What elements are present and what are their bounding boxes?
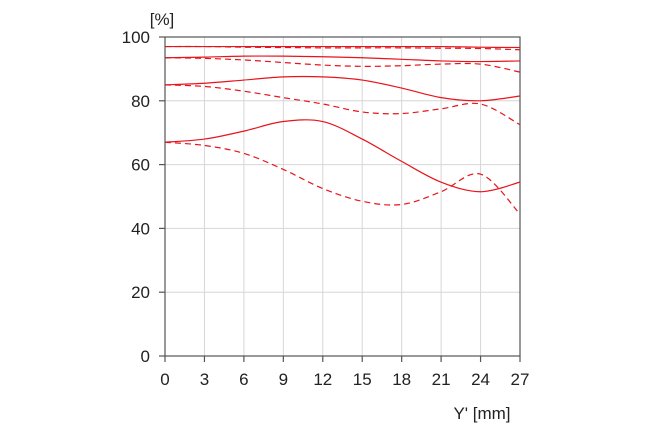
x-tick-label: 3 [200,370,209,389]
solid-series-line-7 [164,119,521,193]
y-tick-label: 60 [131,156,150,175]
y-axis-label: [%] [150,10,175,29]
dashed-series-line-4 [164,57,521,73]
y-tick-label: 40 [131,219,150,238]
dashed-series-line-6 [164,84,521,126]
grid [165,37,520,356]
y-tick-label: 20 [131,283,150,302]
x-tick-label: 21 [432,370,451,389]
dashed-series-line-2 [164,45,521,51]
x-axis-label: Y' [mm] [453,404,510,423]
x-tick-label: 24 [471,370,490,389]
x-tick-labels: 0 3 6 9 12 15 18 21 24 27 [160,370,529,389]
x-tick-label: 27 [511,370,530,389]
dashed-series-line-8 [164,141,521,215]
x-tick-label: 9 [279,370,288,389]
x-tick-label: 6 [239,370,248,389]
solid-series-line-1 [165,45,521,49]
axis-ticks [159,36,521,362]
y-tick-labels: 0 20 40 60 80 100 [122,28,150,366]
x-tick-label: 18 [392,370,411,389]
x-tick-label: 15 [353,370,372,389]
plot-frame [164,36,521,357]
x-tick-label: 0 [160,370,169,389]
solid-series-line-5 [164,75,521,102]
y-tick-label: 0 [141,347,150,366]
y-tick-label: 80 [131,92,150,111]
solid-series-line-3 [164,55,521,63]
x-tick-label: 12 [313,370,332,389]
series-lines [164,45,521,215]
y-tick-label: 100 [122,28,150,47]
